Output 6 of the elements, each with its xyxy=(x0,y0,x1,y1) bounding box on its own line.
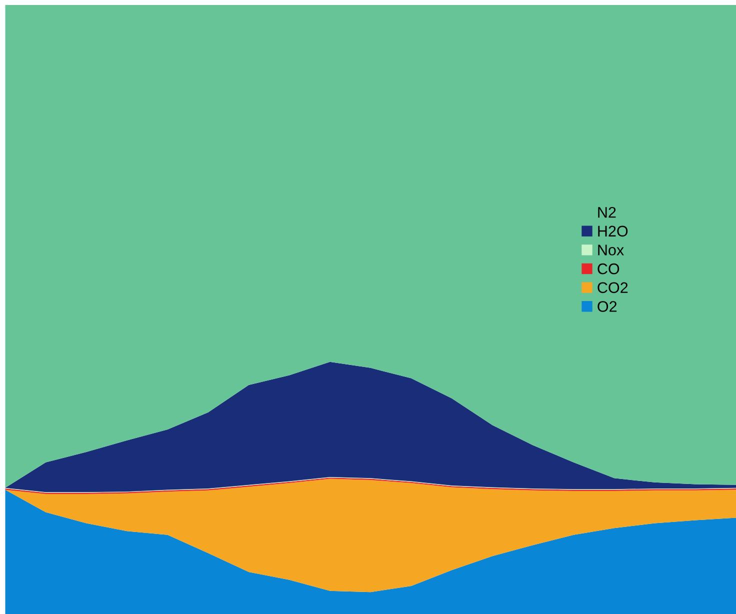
legend-label: H2O xyxy=(598,226,628,237)
legend-label: CO2 xyxy=(598,282,628,294)
series-label: N2 xyxy=(598,206,616,218)
legend-label: CO xyxy=(598,263,620,274)
legend-label: O2 xyxy=(598,301,617,312)
legend-label: Nox xyxy=(598,244,624,256)
